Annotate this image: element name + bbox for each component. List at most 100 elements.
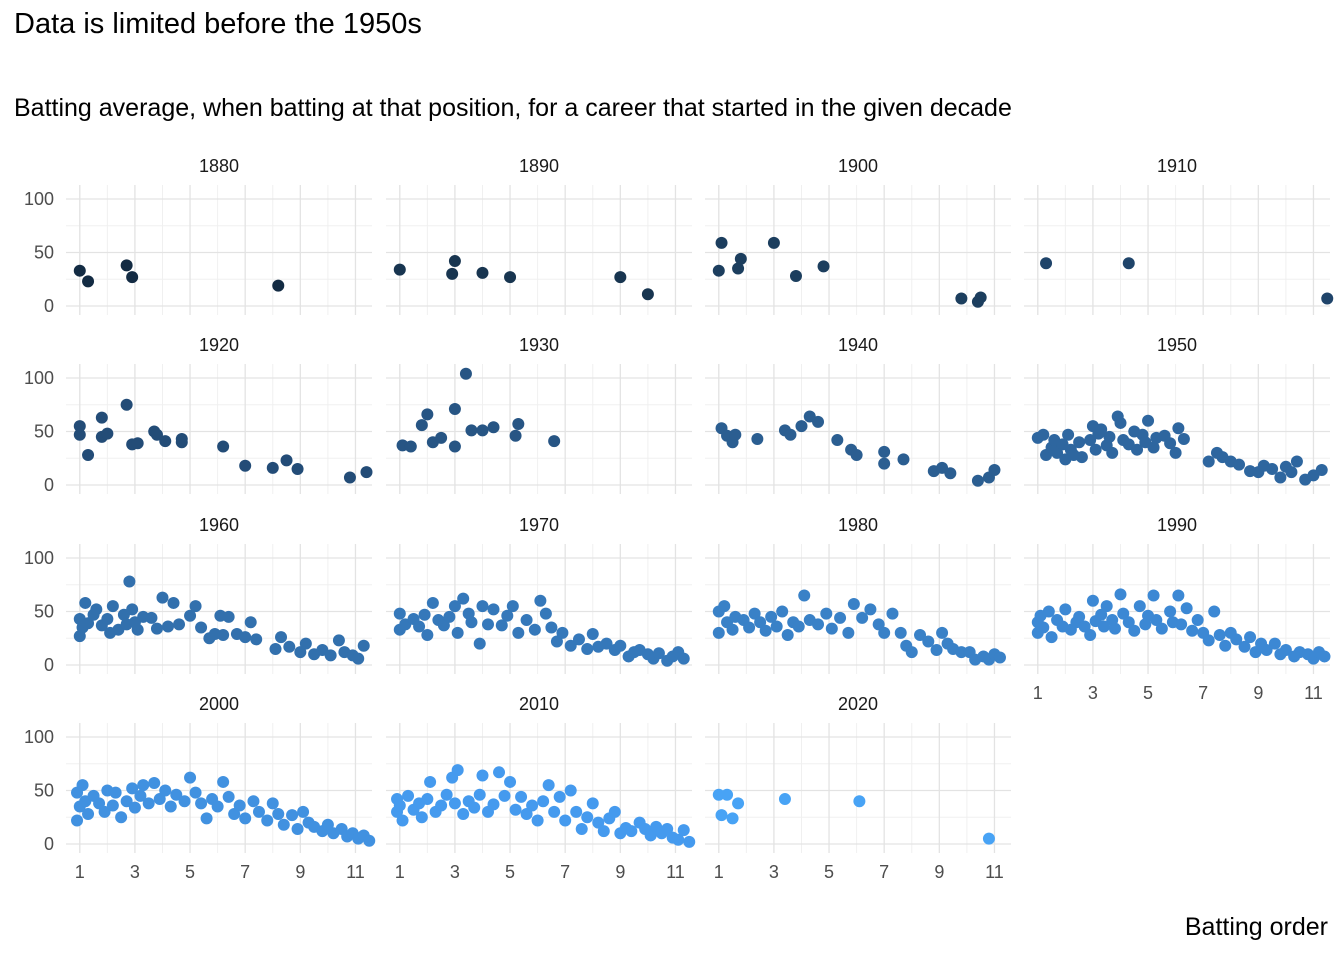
data-point xyxy=(1042,605,1055,618)
data-point xyxy=(897,453,910,466)
data-point xyxy=(448,255,461,268)
data-point xyxy=(73,420,86,433)
data-point xyxy=(683,835,696,848)
x-tick-label: 11 xyxy=(985,862,1004,882)
data-point xyxy=(726,623,739,636)
x-tick-label: 1 xyxy=(714,862,724,882)
data-point xyxy=(493,766,506,779)
data-point xyxy=(120,398,133,411)
data-point xyxy=(164,800,177,813)
data-point xyxy=(1244,631,1257,644)
data-point xyxy=(421,793,434,806)
facet-label-2020: 2020 xyxy=(838,694,878,714)
data-point xyxy=(1131,443,1144,456)
x-tick-label: 5 xyxy=(185,862,195,882)
data-point xyxy=(167,596,180,609)
data-point xyxy=(1285,466,1298,479)
data-point xyxy=(501,609,514,622)
data-point xyxy=(266,461,279,474)
data-point xyxy=(597,825,610,838)
data-point xyxy=(1117,607,1130,620)
data-point xyxy=(131,437,144,450)
data-point xyxy=(189,600,202,613)
data-point xyxy=(795,420,808,433)
data-point xyxy=(106,799,119,812)
x-tick-label: 3 xyxy=(769,862,779,882)
data-point xyxy=(101,427,114,440)
data-point xyxy=(1122,257,1135,270)
data-point xyxy=(1233,458,1246,471)
data-point xyxy=(550,635,563,648)
data-point xyxy=(1260,644,1273,657)
data-point xyxy=(820,607,833,620)
data-point xyxy=(82,808,95,821)
data-point xyxy=(1086,594,1099,607)
data-point xyxy=(1103,430,1116,443)
data-point xyxy=(531,814,544,827)
data-point xyxy=(266,797,279,810)
data-point xyxy=(82,275,95,288)
data-point xyxy=(159,784,172,797)
data-point xyxy=(614,639,627,652)
data-point xyxy=(396,814,409,827)
data-point xyxy=(1202,455,1215,468)
x-tick-label: 5 xyxy=(824,862,834,882)
data-point xyxy=(222,610,235,623)
data-point xyxy=(415,811,428,824)
data-point xyxy=(142,797,155,810)
data-point xyxy=(1051,446,1064,459)
data-point xyxy=(528,623,541,636)
data-point xyxy=(145,611,158,624)
data-point xyxy=(415,419,428,432)
data-point xyxy=(1169,446,1182,459)
data-point xyxy=(283,640,296,653)
data-point xyxy=(564,784,577,797)
data-point xyxy=(297,805,310,818)
data-point xyxy=(715,236,728,249)
data-point xyxy=(734,252,747,265)
data-point xyxy=(936,626,949,639)
data-point xyxy=(652,647,665,660)
data-point xyxy=(1106,446,1119,459)
data-point xyxy=(473,788,486,801)
data-point xyxy=(988,464,1001,477)
data-point xyxy=(993,651,1006,664)
y-tick-label: 100 xyxy=(24,368,54,388)
data-point xyxy=(1084,629,1097,642)
data-point xyxy=(189,786,202,799)
data-point xyxy=(672,833,685,846)
y-tick-label: 0 xyxy=(44,834,54,854)
data-point xyxy=(1230,633,1243,646)
data-point xyxy=(878,457,891,470)
data-point xyxy=(677,824,690,837)
data-point xyxy=(487,421,500,434)
data-point xyxy=(715,809,728,822)
data-point xyxy=(321,818,334,831)
data-point xyxy=(476,424,489,437)
data-point xyxy=(128,801,141,814)
data-point xyxy=(1172,589,1185,602)
data-point xyxy=(572,633,585,646)
data-point xyxy=(115,811,128,824)
data-point xyxy=(1147,589,1160,602)
data-point xyxy=(1133,600,1146,613)
data-point xyxy=(250,633,263,646)
data-point xyxy=(498,789,511,802)
x-tick-label: 3 xyxy=(1088,683,1098,703)
data-point xyxy=(1073,436,1086,449)
data-point xyxy=(1045,631,1058,644)
data-point xyxy=(512,418,525,431)
data-point xyxy=(729,428,742,441)
data-point xyxy=(1073,610,1086,623)
data-point xyxy=(252,805,265,818)
data-point xyxy=(548,435,561,448)
data-point xyxy=(1268,637,1281,650)
data-point xyxy=(1095,423,1108,436)
facet-label-1970: 1970 xyxy=(519,515,559,535)
data-point xyxy=(539,607,552,620)
data-point xyxy=(468,801,481,814)
data-point xyxy=(363,834,376,847)
data-point xyxy=(545,621,558,634)
data-point xyxy=(1108,622,1121,635)
data-point xyxy=(982,832,995,845)
